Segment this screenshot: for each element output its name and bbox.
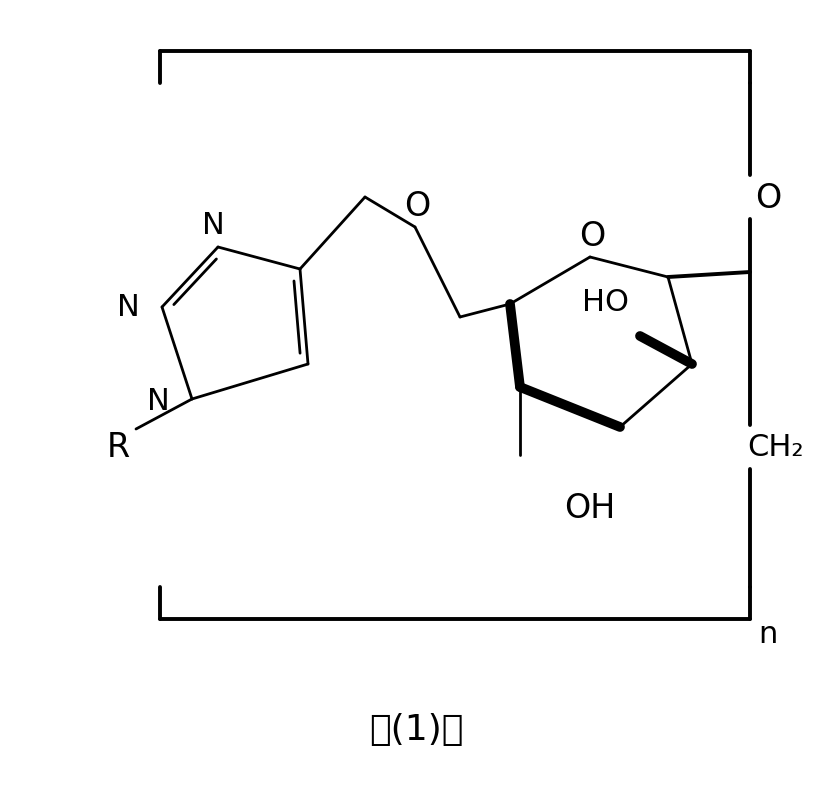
Text: O: O [579, 219, 605, 252]
Text: N: N [202, 211, 224, 240]
Text: N: N [117, 293, 140, 322]
Text: O: O [755, 181, 781, 214]
Text: 式(1)。: 式(1)。 [369, 712, 463, 746]
Text: CH₂: CH₂ [748, 433, 804, 462]
Text: n: n [758, 620, 778, 649]
Text: R: R [107, 431, 130, 464]
Text: HO: HO [582, 288, 630, 317]
Text: N: N [147, 387, 170, 416]
Text: OH: OH [565, 491, 616, 524]
Text: O: O [404, 190, 430, 222]
